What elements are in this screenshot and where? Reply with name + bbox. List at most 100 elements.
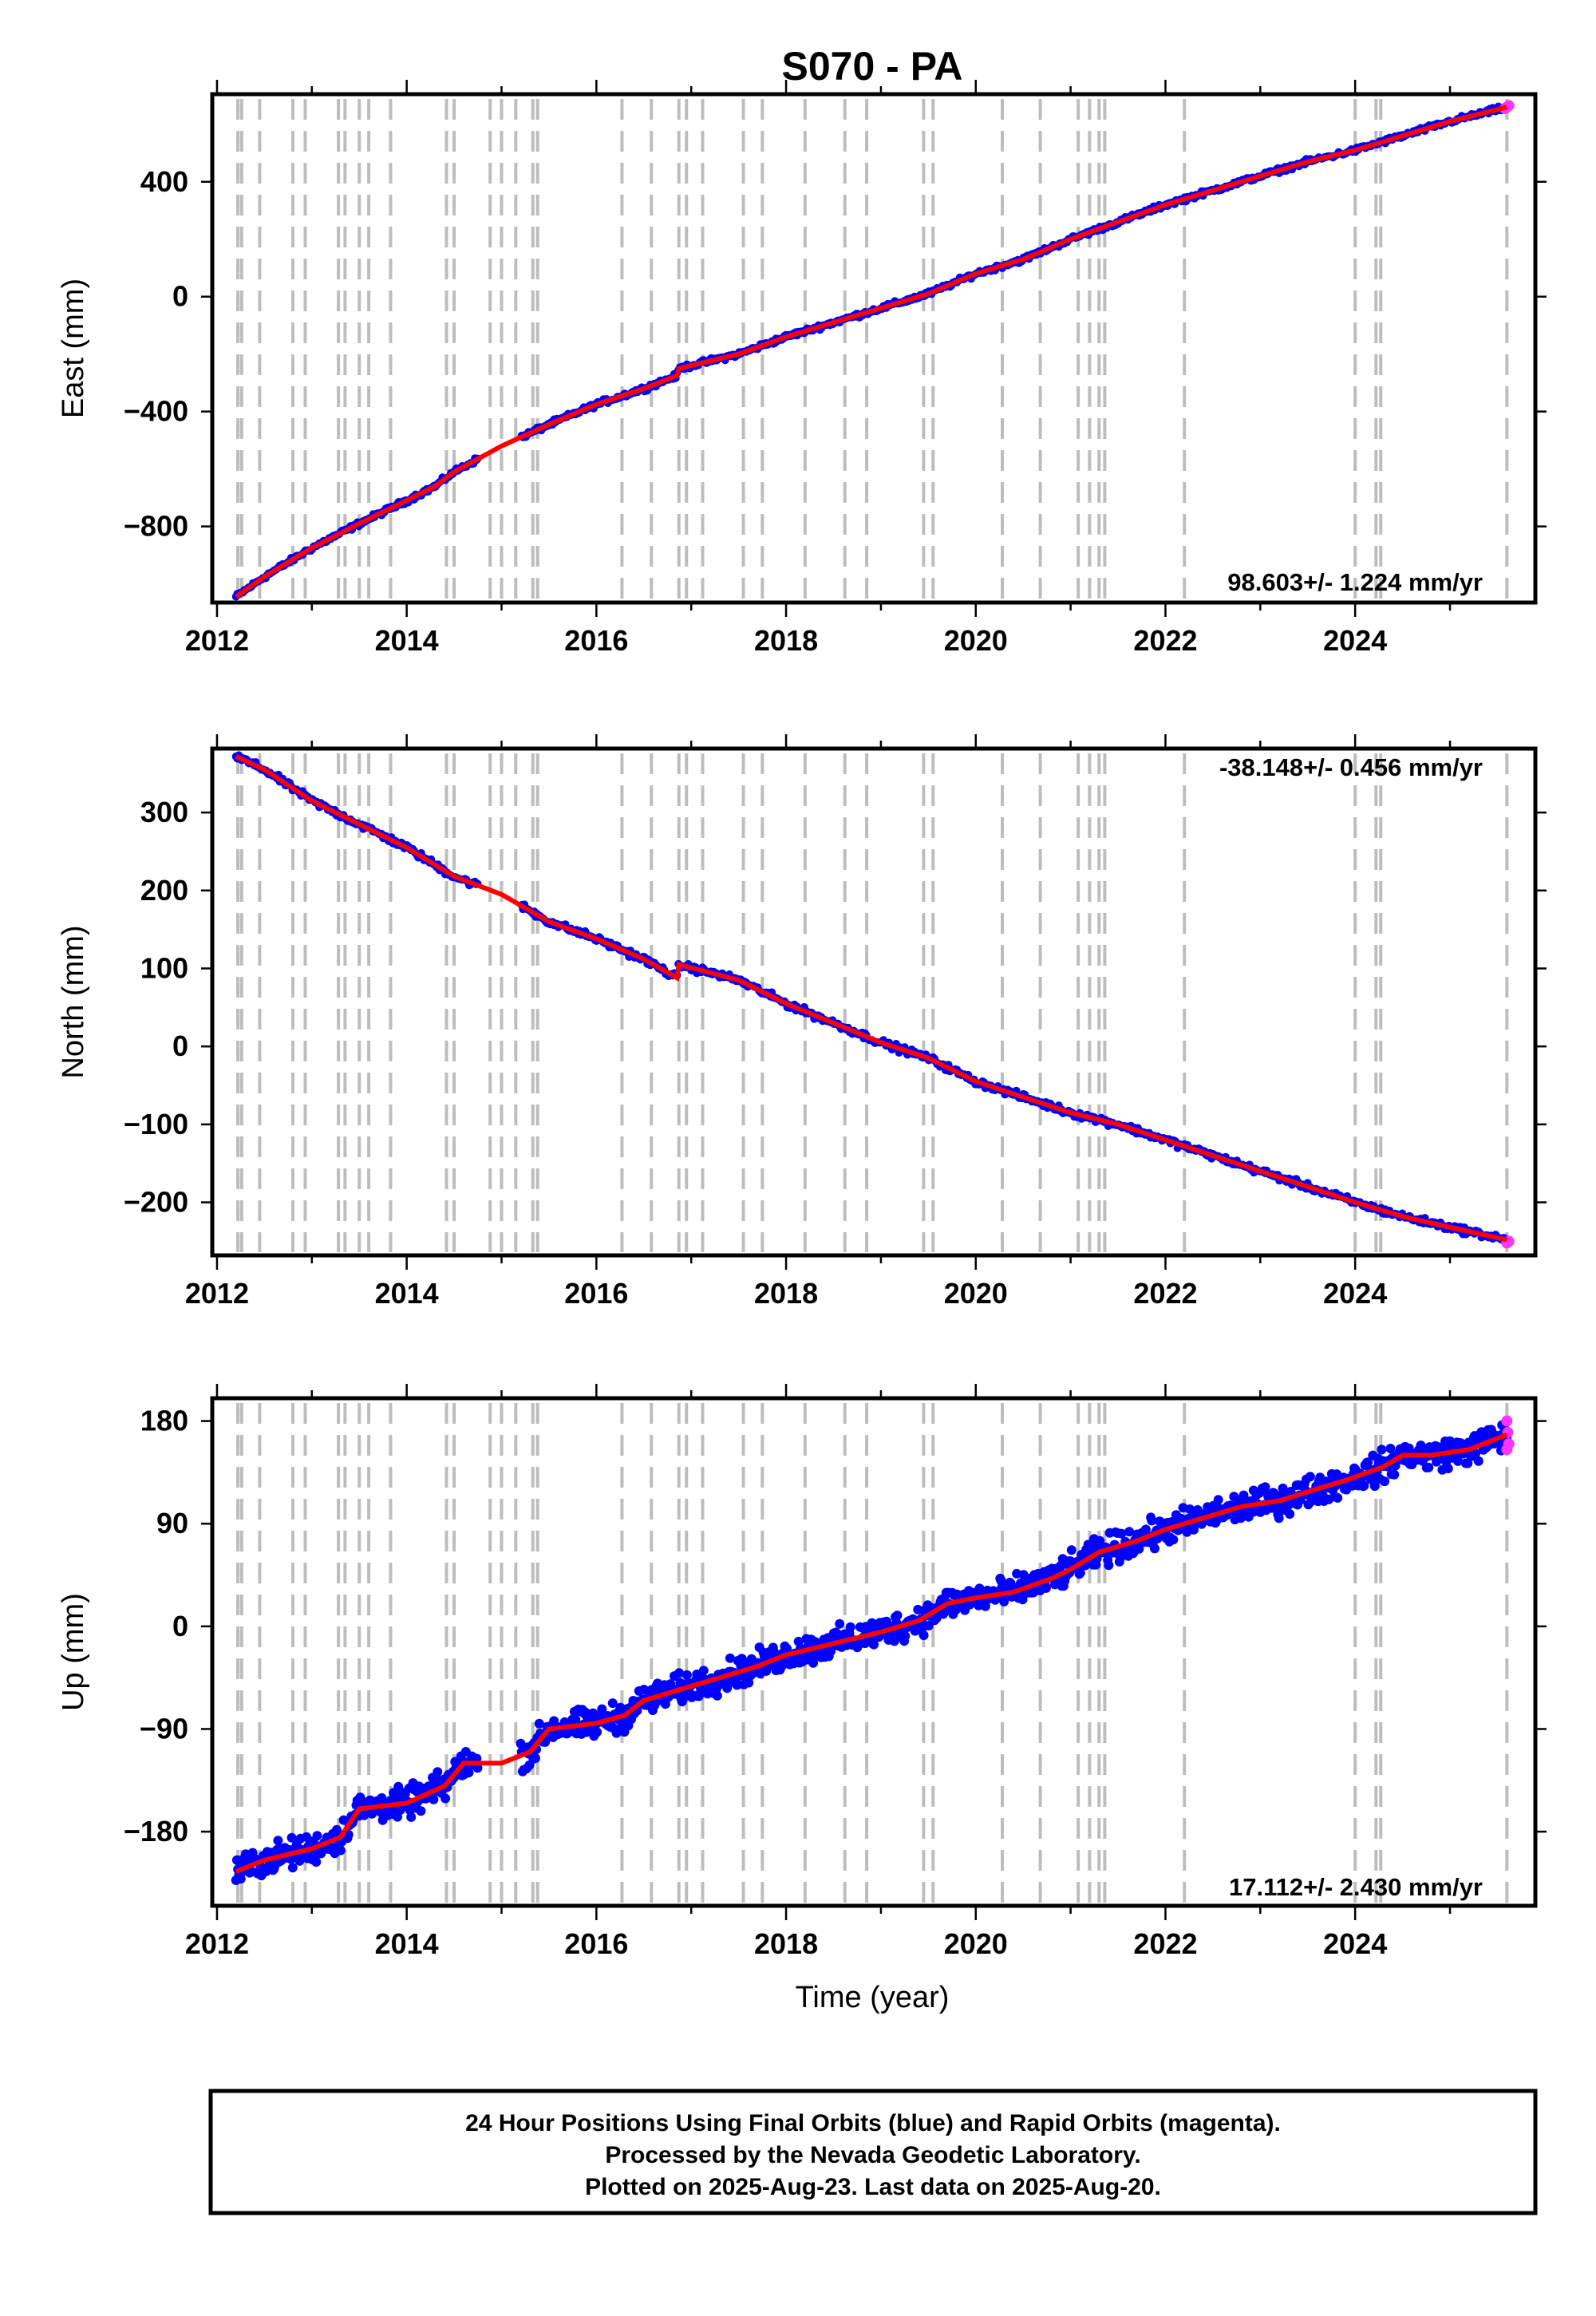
x-tick-label: 2022 bbox=[1133, 624, 1197, 657]
position-point bbox=[639, 1685, 649, 1694]
position-point bbox=[1104, 1560, 1114, 1571]
x-tick-label: 2016 bbox=[564, 624, 628, 657]
position-point bbox=[440, 1793, 451, 1804]
x-tick-label: 2016 bbox=[564, 1277, 628, 1310]
caption-frame bbox=[208, 2089, 1538, 2215]
position-point bbox=[406, 1812, 417, 1822]
position-point bbox=[534, 1718, 544, 1729]
position-point bbox=[782, 1643, 792, 1654]
model-trend-line bbox=[235, 1432, 1508, 1874]
position-point bbox=[776, 1661, 787, 1671]
position-point bbox=[1380, 1476, 1390, 1487]
up-panel: 180 90 0 −90 −180 2012 2014 2016 2018 2020 2022 202… bbox=[57, 1384, 1547, 1960]
caption-box: 24 Hour Positions Using Final Orbits (bl… bbox=[208, 2089, 1538, 2215]
position-point bbox=[312, 1831, 322, 1841]
y-tick-label: 0 bbox=[172, 280, 188, 313]
x-tick-label: 2020 bbox=[944, 1277, 1008, 1310]
x-tick-label: 2024 bbox=[1323, 624, 1387, 657]
position-point bbox=[1377, 1445, 1387, 1455]
position-point bbox=[1424, 1462, 1434, 1472]
position-point bbox=[869, 1639, 879, 1650]
position-point bbox=[1066, 1545, 1077, 1555]
y-tick-label: 200 bbox=[140, 874, 188, 907]
position-point bbox=[1359, 1480, 1369, 1491]
position-point bbox=[1260, 1482, 1270, 1492]
x-tick-label: 2018 bbox=[754, 1277, 818, 1310]
position-point bbox=[273, 1836, 283, 1846]
y-tick-label: 180 bbox=[140, 1405, 188, 1437]
x-tick-label: 2022 bbox=[1133, 1927, 1197, 1960]
position-point bbox=[674, 1668, 685, 1678]
north-panel: 300 200 100 0 −100 −200 2012 2014 2016 2018 2020 20… bbox=[57, 734, 1547, 1310]
position-point bbox=[530, 1753, 540, 1764]
position-point bbox=[1443, 1464, 1453, 1473]
rapid-point bbox=[1501, 1415, 1513, 1427]
position-point bbox=[1363, 1457, 1373, 1468]
plot-frame bbox=[210, 1396, 1538, 1908]
position-point bbox=[999, 1596, 1009, 1607]
position-point bbox=[335, 1845, 346, 1856]
x-tick-label: 2022 bbox=[1133, 1277, 1197, 1310]
y-tick-label: 400 bbox=[140, 165, 188, 198]
position-point bbox=[287, 1863, 298, 1873]
x-axis-label: Time (year) bbox=[796, 1981, 950, 2014]
position-point bbox=[433, 1767, 443, 1777]
daily-positions bbox=[231, 751, 1511, 1246]
position-point bbox=[1453, 1456, 1463, 1466]
position-point bbox=[416, 1806, 426, 1816]
position-point bbox=[286, 1832, 297, 1843]
y-tick-label: 90 bbox=[156, 1507, 188, 1539]
position-point bbox=[1369, 1481, 1380, 1492]
position-point bbox=[712, 1690, 722, 1701]
x-tick-label: 2014 bbox=[375, 1277, 439, 1310]
y-axis-label: North (mm) bbox=[57, 925, 90, 1078]
x-tick-label: 2024 bbox=[1323, 1277, 1387, 1310]
y-tick-label: −200 bbox=[124, 1186, 188, 1219]
caption-line-3: Plotted on 2025-Aug-23. Last data on 202… bbox=[585, 2174, 1161, 2200]
model-trend-line bbox=[235, 754, 1507, 1243]
position-point bbox=[1389, 1469, 1400, 1480]
x-tick-label: 2014 bbox=[375, 624, 439, 657]
position-point bbox=[938, 1609, 949, 1619]
position-point bbox=[607, 1698, 618, 1709]
position-point bbox=[808, 1658, 819, 1668]
position-point bbox=[681, 1670, 692, 1680]
position-point bbox=[395, 1805, 405, 1815]
position-point bbox=[744, 1678, 754, 1688]
x-tick-label: 2020 bbox=[944, 624, 1008, 657]
position-point bbox=[1150, 1543, 1159, 1554]
position-point bbox=[1274, 1513, 1284, 1524]
position-point bbox=[1017, 1595, 1028, 1605]
velocity-label: 98.603+/- 1.224 mm/yr bbox=[1227, 568, 1483, 596]
position-point bbox=[725, 1653, 735, 1663]
x-tick-label: 2012 bbox=[185, 624, 249, 657]
position-point bbox=[1333, 1492, 1343, 1503]
position-point bbox=[826, 1646, 836, 1656]
x-tick-label: 2014 bbox=[375, 1927, 439, 1960]
event-lines bbox=[236, 753, 1509, 1252]
position-point bbox=[1075, 1567, 1085, 1578]
velocity-label: -38.148+/- 0.456 mm/yr bbox=[1219, 753, 1483, 781]
rapid-point bbox=[1501, 1444, 1513, 1456]
y-axis-label: Up (mm) bbox=[57, 1593, 90, 1711]
caption-line-1: 24 Hour Positions Using Final Orbits (bl… bbox=[465, 2110, 1281, 2136]
position-point bbox=[1285, 1509, 1295, 1520]
x-tick-label: 2018 bbox=[754, 1927, 818, 1960]
axes: 400 0 −400 −800 2012 2014 2016 2018 2020 2022 2024 bbox=[124, 80, 1547, 657]
position-point bbox=[592, 1727, 602, 1737]
position-point bbox=[464, 1768, 474, 1777]
y-tick-label: −100 bbox=[124, 1108, 188, 1140]
y-tick-label: −400 bbox=[124, 395, 188, 428]
y-tick-label: 0 bbox=[172, 1610, 188, 1642]
y-tick-label: 0 bbox=[172, 1030, 188, 1062]
position-point bbox=[732, 1680, 742, 1690]
position-point bbox=[294, 1856, 305, 1866]
position-point bbox=[1116, 1528, 1127, 1539]
position-point bbox=[845, 1622, 855, 1632]
figure-title: S070 - PA bbox=[782, 44, 963, 89]
position-point bbox=[1147, 1516, 1157, 1526]
position-point bbox=[311, 1857, 322, 1867]
east-panel: 400 0 −400 −800 2012 2014 2016 2018 2020 2022 2024… bbox=[57, 80, 1547, 657]
position-point bbox=[235, 1874, 246, 1884]
